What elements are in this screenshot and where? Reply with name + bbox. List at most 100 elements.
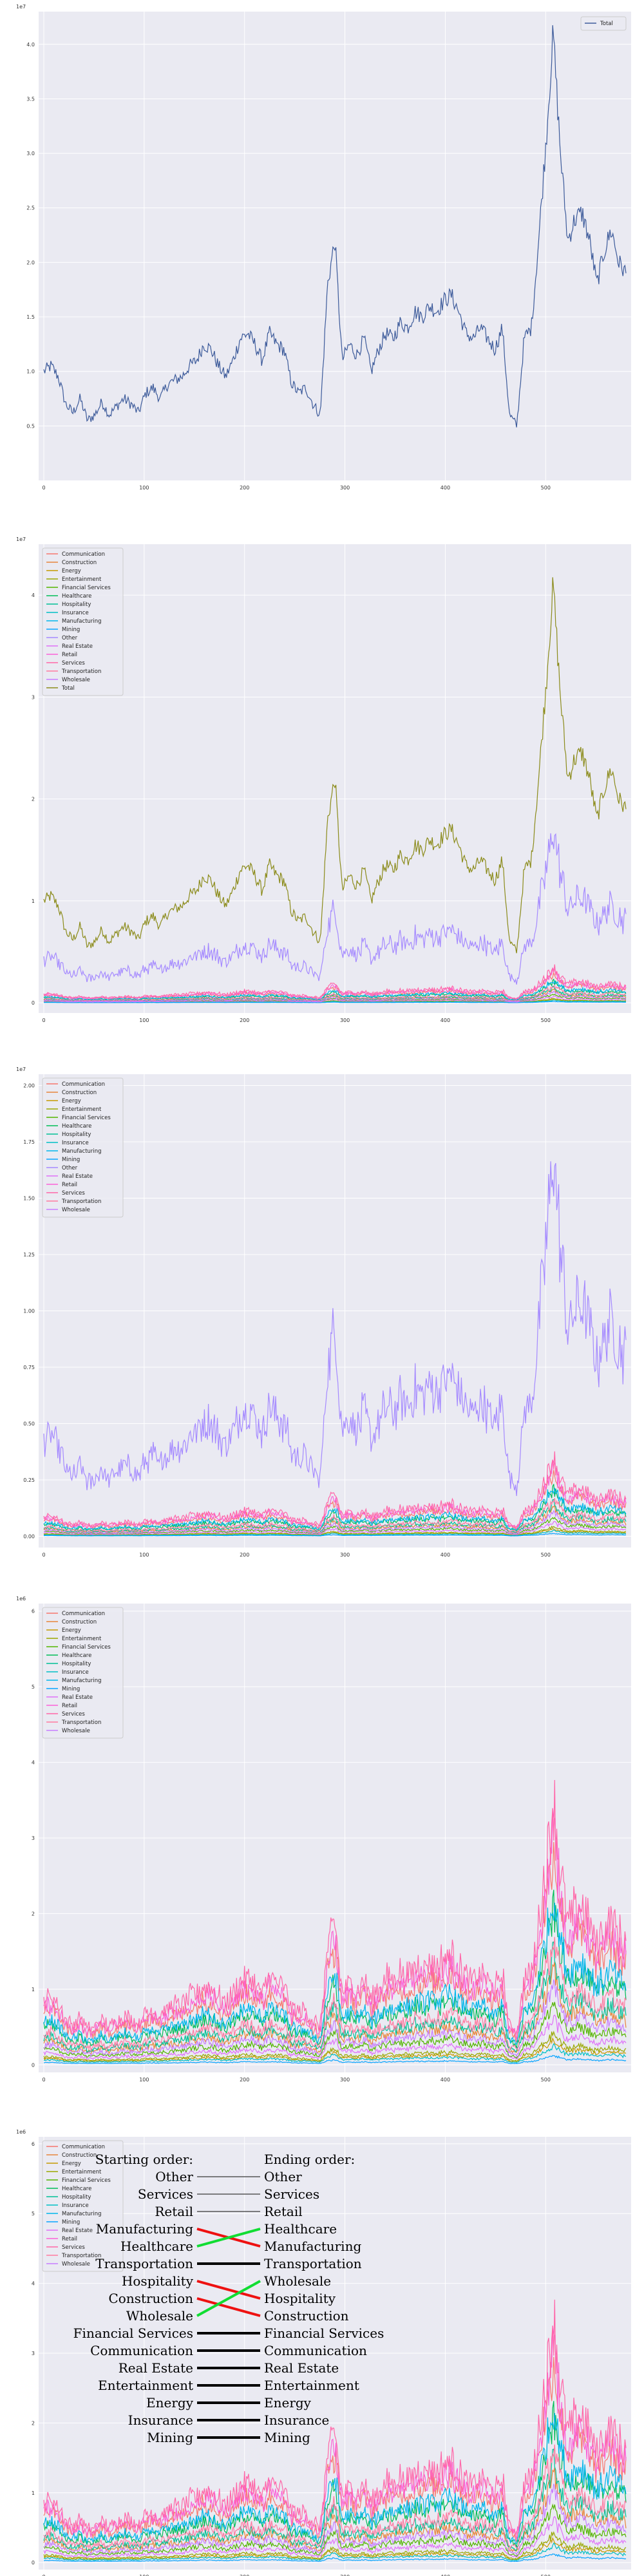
legend-label: Mining xyxy=(62,627,80,633)
legend-label: Manufacturing xyxy=(62,1148,102,1155)
series-line-wholesale xyxy=(43,1510,627,1535)
y-tick-label: 1.5 xyxy=(26,314,35,320)
legend-label: Wholesale xyxy=(62,677,90,683)
x-tick-label: 0 xyxy=(42,485,45,491)
y-tick-label: 0.25 xyxy=(23,1477,35,1483)
series-line-total xyxy=(43,25,627,428)
x-tick-label: 200 xyxy=(240,2077,249,2083)
series-line-real-estate xyxy=(43,2515,627,2559)
series-line-other xyxy=(43,1161,627,1496)
x-tick-label: 300 xyxy=(340,485,350,491)
series-line-wholesale xyxy=(43,990,627,1003)
start-order-item: Retail xyxy=(155,2204,193,2219)
y-tick-label: 3 xyxy=(32,2351,35,2356)
legend-label: Other xyxy=(62,1165,78,1171)
legend-label: Total xyxy=(600,21,613,27)
x-tick-label: 0 xyxy=(42,1018,45,1023)
series-line-transportation xyxy=(43,2444,627,2551)
series-line-entertainment xyxy=(43,2031,627,2062)
start-order-item: Real Estate xyxy=(118,2360,193,2376)
y-tick-label: 1.25 xyxy=(23,1252,35,1258)
legend-label: Communication xyxy=(62,2144,105,2150)
chart-panel-3: 0.00 0.25 0.50 0.75 1.00 1.25 1.50 1.75 2.00 0 100… xyxy=(16,1066,631,1558)
series-line-financial-services xyxy=(43,1517,627,1535)
x-tick-label: 400 xyxy=(440,2574,450,2576)
legend xyxy=(42,1077,124,1218)
legend-label: Financial Services xyxy=(62,585,111,591)
x-tick-label: 400 xyxy=(440,485,450,491)
legend-label: Total xyxy=(61,685,75,692)
x-tick-label: 500 xyxy=(541,1018,551,1023)
series-line-financial-services xyxy=(43,2503,627,2557)
legend-label: Insurance xyxy=(62,610,89,616)
legend-label: Insurance xyxy=(62,2202,89,2209)
legend-label: Insurance xyxy=(62,1669,89,1676)
y-tick-label: 1 xyxy=(32,2490,35,2496)
end-order-item: Manufacturing xyxy=(264,2239,361,2254)
legend-label: Mining xyxy=(62,1686,80,1692)
legend-label: Services xyxy=(62,2244,85,2251)
y-tick-label: 1 xyxy=(32,1987,35,1993)
start-order-item: Other xyxy=(155,2169,193,2184)
x-tick-label: 200 xyxy=(240,2574,249,2576)
legend-label: Transportation xyxy=(61,1719,101,1726)
series-line-entertainment xyxy=(43,1525,627,1536)
axis-offset-label: 1e7 xyxy=(16,4,26,10)
series-line-entertainment xyxy=(43,2531,627,2560)
chart-panel-5: 0 1 2 3 4 5 6 0 100 200 300 400 500 1e6 Communication C… xyxy=(16,2129,631,2576)
x-tick-label: 0 xyxy=(42,2077,45,2083)
start-order-item: Mining xyxy=(147,2430,193,2445)
x-tick-label: 200 xyxy=(240,1552,249,1558)
y-tick-label: 1.75 xyxy=(23,1139,35,1145)
series-line-insurance xyxy=(43,2542,627,2561)
x-tick-label: 300 xyxy=(340,2077,350,2083)
x-tick-label: 100 xyxy=(139,2574,149,2576)
legend-label: Other xyxy=(62,635,78,641)
legend-label: Construction xyxy=(62,1090,97,1096)
y-tick-label: 3 xyxy=(32,1835,35,1841)
series-line-healthcare xyxy=(43,1889,627,2049)
legend-label: Healthcare xyxy=(62,593,91,600)
legend-label: Transportation xyxy=(61,2253,101,2259)
x-tick-label: 100 xyxy=(139,1552,149,1558)
series-line-manufacturing xyxy=(43,1488,627,1531)
chart-panel-1: 0.5 1.0 1.5 2.0 2.5 3.0 3.5 4.0 0 100 200 300 400 500… xyxy=(16,4,631,491)
legend-label: Insurance xyxy=(62,1140,89,1146)
start-order-item: Hospitality xyxy=(122,2273,194,2289)
legend-label: Wholesale xyxy=(62,1207,90,1213)
series-line-communication xyxy=(43,2356,627,2543)
starting-order-title: Starting order: xyxy=(95,2152,193,2167)
y-tick-label: 2 xyxy=(32,797,35,802)
y-tick-label: 2.0 xyxy=(26,260,35,265)
y-tick-label: 0.75 xyxy=(23,1365,35,1370)
axis-offset-label: 1e6 xyxy=(16,1596,26,1602)
legend-label: Services xyxy=(62,1711,85,1718)
legend-label: Entertainment xyxy=(62,1636,102,1642)
legend-label: Manufacturing xyxy=(62,2211,102,2217)
series-line-services xyxy=(43,1451,627,1528)
series-line-transportation xyxy=(43,1498,627,1533)
series-line-energy xyxy=(43,2537,627,2561)
start-order-item: Healthcare xyxy=(120,2239,193,2254)
legend xyxy=(580,16,627,31)
start-order-item: Insurance xyxy=(128,2412,193,2428)
series-line-real-estate xyxy=(43,1520,627,1535)
end-order-item: Communication xyxy=(264,2343,367,2358)
x-tick-label: 100 xyxy=(139,485,149,491)
start-order-item: Financial Services xyxy=(73,2325,193,2341)
x-tick-label: 200 xyxy=(240,485,249,491)
series-line-wholesale xyxy=(43,1979,627,2058)
start-order-item: Communication xyxy=(90,2343,193,2358)
series-line-construction xyxy=(43,2467,627,2553)
axis-offset-label: 1e7 xyxy=(16,1066,26,1072)
legend-label: Wholesale xyxy=(62,1728,90,1734)
legend-label: Wholesale xyxy=(62,2261,90,2268)
start-order-item: Services xyxy=(138,2186,193,2202)
legend-label: Hospitality xyxy=(62,1132,91,1138)
x-tick-label: 300 xyxy=(340,1018,350,1023)
order-connector xyxy=(196,2228,261,2248)
order-connector xyxy=(196,2280,261,2317)
axis-offset-label: 1e7 xyxy=(16,536,26,542)
x-tick-label: 500 xyxy=(541,2077,551,2083)
y-tick-label: 4 xyxy=(32,1760,35,1766)
